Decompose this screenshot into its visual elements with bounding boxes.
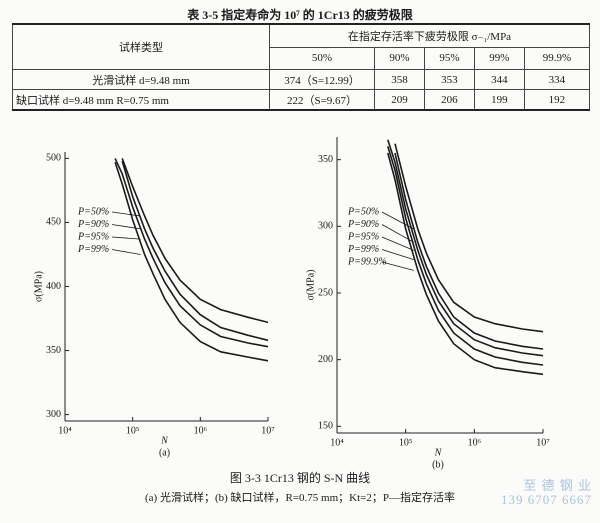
legend-label: P=99.9% bbox=[347, 256, 387, 267]
y-tick-label: 250 bbox=[318, 287, 333, 298]
watermark: 至 德 钢 业 bbox=[523, 478, 592, 493]
cell: 374（S=12.99） bbox=[269, 69, 375, 90]
x-tick-label: 10⁵ bbox=[399, 437, 413, 448]
x-tick-label: 10⁷ bbox=[261, 425, 275, 436]
legend-label: P=95% bbox=[77, 231, 109, 242]
leader-line bbox=[111, 249, 141, 255]
leader-line bbox=[381, 261, 414, 271]
header-cell: 试样类型 bbox=[12, 23, 270, 70]
y-tick-label: 500 bbox=[46, 153, 61, 164]
curve bbox=[387, 139, 544, 357]
figure-caption: 图 3-3 1Cr13 钢的 S-N 曲线 bbox=[229, 471, 371, 485]
y-axis-label: σ(MPa) bbox=[305, 270, 316, 301]
panel-label: (a) bbox=[159, 447, 170, 458]
y-tick-label: 400 bbox=[46, 281, 61, 292]
curve bbox=[121, 160, 269, 342]
row-label: 缺口试样 d=9.48 mm R=0.75 mm bbox=[12, 89, 270, 111]
cell: 209 bbox=[374, 89, 425, 111]
y-tick-label: 350 bbox=[46, 345, 61, 356]
y-tick-label: 300 bbox=[46, 409, 61, 420]
x-tick-label: 10⁶ bbox=[194, 425, 208, 436]
table-title: 表 3-5 指定寿命为 10⁷ 的 1Cr13 的疲劳极限 bbox=[187, 8, 413, 22]
legend-label: P=50% bbox=[77, 206, 109, 217]
x-tick-label: 10⁴ bbox=[330, 437, 344, 448]
curve bbox=[387, 152, 544, 376]
x-tick-label: 10⁴ bbox=[58, 425, 72, 436]
y-tick-label: 200 bbox=[318, 354, 333, 365]
cell: 206 bbox=[423, 89, 475, 111]
y-tick-label: 300 bbox=[318, 221, 333, 232]
y-tick-label: 350 bbox=[318, 154, 333, 165]
panel-label: (b) bbox=[432, 459, 444, 470]
legend-label: P=90% bbox=[347, 219, 379, 230]
header-cell: 95% bbox=[423, 46, 475, 71]
cell: 344 bbox=[473, 69, 525, 90]
header-cell: 99.9% bbox=[523, 46, 591, 71]
curve bbox=[394, 152, 544, 350]
curve bbox=[387, 146, 544, 366]
cell: 192 bbox=[523, 89, 591, 111]
y-tick-label: 150 bbox=[318, 421, 333, 432]
legend-label: P=99% bbox=[77, 244, 109, 255]
y-axis-label: σ(MPa) bbox=[33, 271, 44, 302]
legend-label: P=90% bbox=[77, 219, 109, 230]
x-axis-label: N bbox=[160, 435, 169, 446]
cell: 199 bbox=[473, 89, 525, 111]
legend-label: P=99% bbox=[347, 244, 379, 255]
header-cell: 50% bbox=[269, 46, 375, 71]
figure-subcaption: (a) 光滑试样；(b) 缺口试样，R=0.75 mm；Kt=2；P—指定存活率 bbox=[144, 492, 455, 504]
fatigue-table: 试样类型 在指定存活率下疲劳极限 σ₋₁/MPa 50% 90% 95% 99%… bbox=[12, 23, 591, 111]
leader-line bbox=[111, 236, 141, 240]
cell: 222（S=9.67） bbox=[269, 89, 375, 111]
leader-line bbox=[381, 236, 414, 251]
header-cell: 90% bbox=[374, 46, 425, 71]
legend-label: P=95% bbox=[347, 231, 379, 242]
curve bbox=[394, 143, 544, 333]
x-axis-label: N bbox=[434, 447, 443, 458]
leader-line bbox=[381, 249, 414, 261]
header-cell: 在指定存活率下疲劳极限 σ₋₁/MPa bbox=[269, 23, 590, 48]
watermark: 139 6707 6667 bbox=[501, 492, 592, 507]
curve bbox=[114, 161, 269, 362]
curve bbox=[114, 158, 269, 348]
y-tick-label: 450 bbox=[46, 217, 61, 228]
legend-label: P=50% bbox=[347, 206, 379, 217]
row-label: 光滑试样 d=9.48 mm bbox=[12, 69, 270, 90]
cell: 334 bbox=[523, 69, 591, 90]
x-tick-label: 10⁵ bbox=[126, 425, 140, 436]
x-tick-label: 10⁶ bbox=[468, 437, 482, 448]
x-tick-label: 10⁷ bbox=[536, 437, 550, 448]
curve bbox=[121, 158, 269, 324]
